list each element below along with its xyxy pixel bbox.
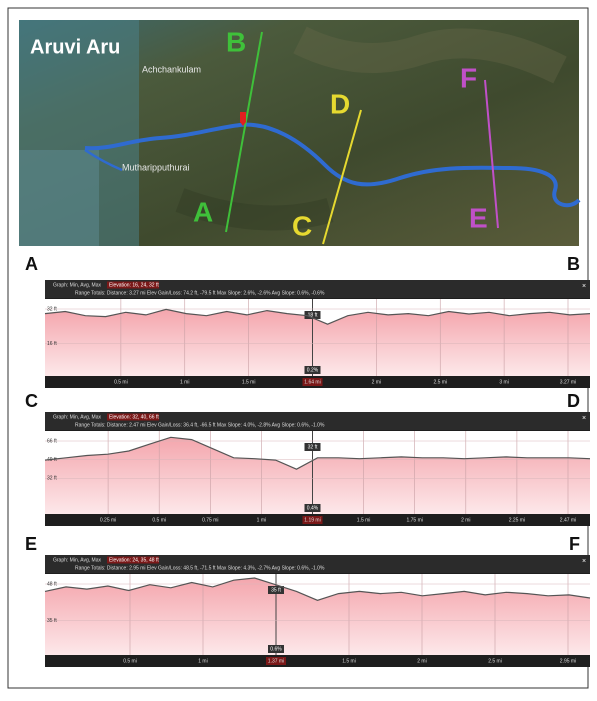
x-tick-label: 1.75 mi bbox=[406, 517, 422, 523]
close: × bbox=[582, 415, 586, 422]
header-text: Elevation: 32, 40, 66 ft bbox=[109, 414, 159, 420]
header-text: Graph: Min, Avg, Max bbox=[53, 557, 101, 563]
x-tick-label: 2 mi bbox=[372, 379, 381, 385]
x-tick-label: 0.5 mi bbox=[152, 517, 166, 523]
x-tick-label: 1 mi bbox=[257, 517, 266, 523]
header-text: Elevation: 24, 35, 48 ft bbox=[109, 557, 159, 563]
x-tick-label: 2.95 mi bbox=[560, 658, 576, 664]
map-title: Aruvi Aru bbox=[30, 36, 120, 58]
marker-label: 35 ft bbox=[271, 587, 281, 593]
marker-label: 0.2% bbox=[307, 367, 319, 373]
close: × bbox=[582, 283, 586, 290]
header-text: Range Totals: Distance: 2.47 mi Elev Gai… bbox=[75, 422, 325, 428]
x-tick-label: 1.19 mi bbox=[304, 517, 320, 523]
x-tick-label: 0.5 mi bbox=[114, 379, 128, 385]
x-tick-label: 2.5 mi bbox=[488, 658, 502, 664]
point-label: F bbox=[460, 62, 477, 93]
point-label: C bbox=[292, 210, 312, 241]
x-tick-label: 1.64 mi bbox=[304, 379, 320, 385]
section-label: A bbox=[25, 254, 38, 274]
x-tick-label: 2.25 mi bbox=[509, 517, 525, 523]
y-tick-label: 35 ft bbox=[47, 618, 57, 624]
x-tick-label: 2 mi bbox=[461, 517, 470, 523]
marker-label: 32 ft bbox=[308, 444, 318, 450]
x-tick-label: 2.47 mi bbox=[560, 517, 576, 523]
header-text: Graph: Min, Avg, Max bbox=[53, 282, 101, 288]
x-tick-label: 1.5 mi bbox=[342, 658, 356, 664]
y-tick-label: 16 ft bbox=[47, 341, 57, 347]
x-tick-label: 0.5 mi bbox=[123, 658, 137, 664]
x-tick-label: 1.5 mi bbox=[357, 517, 371, 523]
x-tick-label: 0.75 mi bbox=[202, 517, 218, 523]
x-tick-label: 2 mi bbox=[417, 658, 426, 664]
header-text: Elevation: 16, 24, 32 ft bbox=[109, 282, 159, 288]
x-tick-label: 3.27 mi bbox=[560, 379, 576, 385]
y-tick-label: 66 ft bbox=[47, 438, 57, 444]
place-label: Mutharipputhurai bbox=[122, 162, 190, 172]
section-label: D bbox=[567, 391, 580, 411]
section-label: E bbox=[25, 534, 37, 554]
point-label: A bbox=[193, 196, 213, 227]
section-label: C bbox=[25, 391, 38, 411]
place-label: Achchankulam bbox=[142, 64, 201, 74]
section-label: B bbox=[567, 254, 580, 274]
point-label: B bbox=[226, 26, 246, 57]
x-tick-label: 3 mi bbox=[499, 379, 508, 385]
y-tick-label: 32 ft bbox=[47, 306, 57, 312]
header-text: Range Totals: Distance: 2.95 mi Elev Gai… bbox=[75, 565, 325, 571]
x-tick-label: 1 mi bbox=[180, 379, 189, 385]
point-label: D bbox=[330, 88, 350, 119]
marker-label: 0.4% bbox=[307, 505, 319, 511]
x-tick-label: 1.37 mi bbox=[268, 658, 284, 664]
section-label: F bbox=[569, 534, 580, 554]
close: × bbox=[582, 558, 586, 565]
marker-label: 0.6% bbox=[270, 646, 282, 652]
y-tick-label: 32 ft bbox=[47, 476, 57, 482]
figure: Aruvi Aru Achchankulam Mutharipputhurai … bbox=[0, 0, 597, 696]
x-tick-label: 1 mi bbox=[198, 658, 207, 664]
point-label: E bbox=[469, 202, 488, 233]
x-tick-label: 1.5 mi bbox=[242, 379, 256, 385]
x-tick-label: 2.5 mi bbox=[433, 379, 447, 385]
x-tick-label: 0.25 mi bbox=[100, 517, 116, 523]
y-tick-label: 48 ft bbox=[47, 581, 57, 587]
header-text: Graph: Min, Avg, Max bbox=[53, 414, 101, 420]
header-text: Range Totals: Distance: 3.27 mi Elev Gai… bbox=[75, 290, 325, 296]
